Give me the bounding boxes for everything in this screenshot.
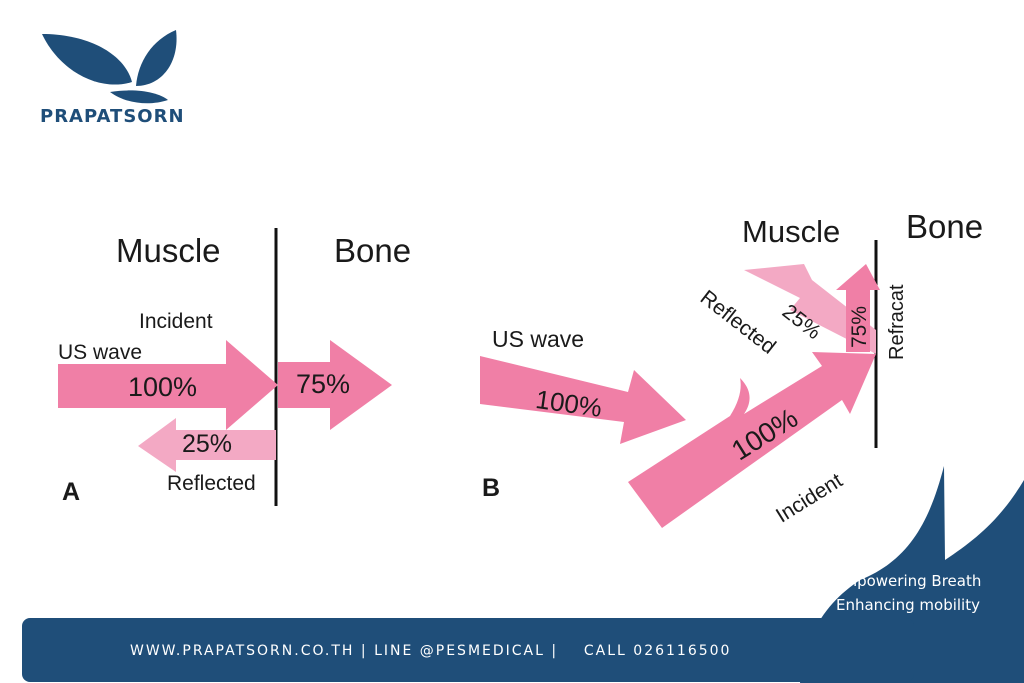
incident-percent-a: 100% bbox=[128, 372, 198, 402]
refracted-arrow-b bbox=[836, 264, 880, 352]
diagram-b bbox=[480, 240, 880, 528]
panel-letter-b: B bbox=[482, 474, 501, 502]
diagram-a bbox=[58, 228, 392, 506]
brand-name: PRAPATSORN bbox=[40, 106, 185, 127]
tagline-line-2: Enhancing mobility bbox=[836, 596, 980, 614]
reflected-arrow-b bbox=[744, 264, 876, 354]
us-wave-arrow-b bbox=[480, 356, 686, 444]
incident-arrow-a bbox=[58, 340, 278, 430]
reflected-label-a: Reflected bbox=[167, 472, 256, 495]
transmitted-arrow-a bbox=[278, 340, 392, 430]
reflected-percent-a: 25% bbox=[182, 430, 233, 458]
refracted-label-b: Refracat bbox=[886, 284, 908, 360]
bone-label-a: Bone bbox=[334, 232, 412, 269]
us-wave-label-a: US wave bbox=[58, 341, 143, 364]
reflected-arrow-a bbox=[138, 418, 276, 472]
muscle-label-a: Muscle bbox=[116, 232, 221, 269]
incident-arrow-b bbox=[628, 352, 876, 528]
transmitted-percent-a: 75% bbox=[296, 369, 351, 399]
butterfly-leaf-logo-icon bbox=[42, 30, 177, 104]
panel-letter-a: A bbox=[62, 478, 81, 506]
bone-label-b: Bone bbox=[906, 208, 984, 245]
refracted-percent-b: 75% bbox=[848, 305, 871, 348]
incident-label-a: Incident bbox=[139, 310, 213, 333]
muscle-label-b: Muscle bbox=[742, 214, 841, 249]
tagline-line-1: Empowering Breath bbox=[833, 572, 982, 590]
footer-bar bbox=[22, 618, 914, 682]
us-wave-label-b: US wave bbox=[492, 326, 585, 352]
footer-contact-text: WWW.PRAPATSORN.CO.TH | LINE @PESMEDICAL … bbox=[130, 643, 732, 659]
